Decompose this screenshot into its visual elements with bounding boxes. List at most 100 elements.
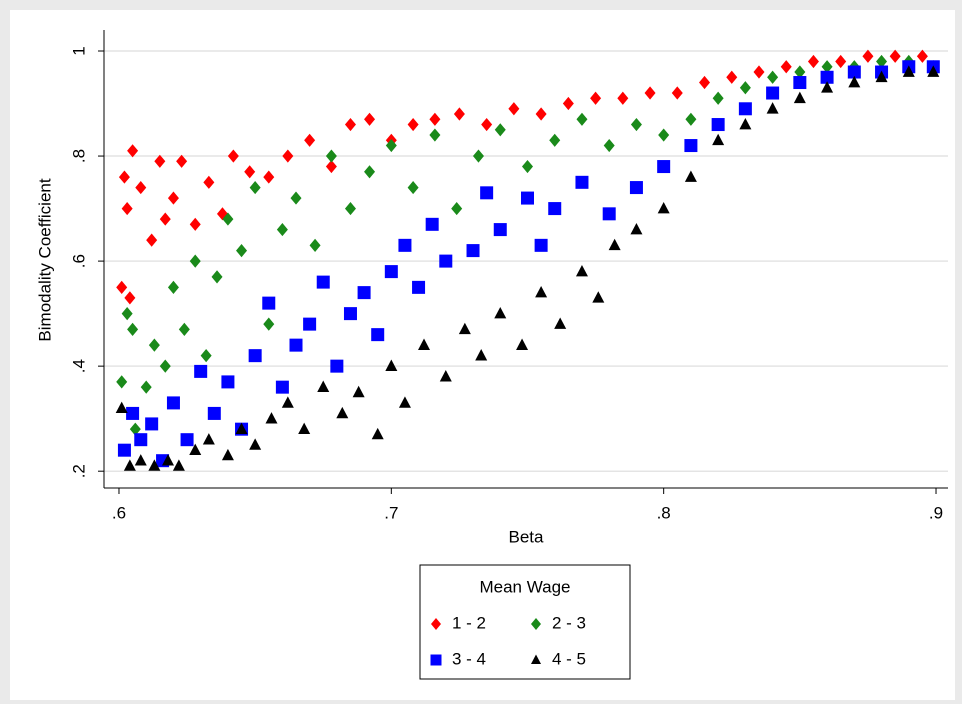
point [385, 138, 397, 153]
point [472, 149, 484, 163]
point [249, 438, 262, 450]
point [793, 76, 807, 90]
point [364, 165, 376, 179]
legend-label: 2 - 3 [552, 613, 586, 632]
point [902, 65, 915, 77]
point [115, 401, 128, 413]
point [127, 144, 139, 158]
point [290, 191, 302, 205]
legend-marker [531, 618, 541, 630]
point [203, 175, 215, 189]
point [126, 406, 140, 420]
point [617, 91, 629, 105]
point [116, 375, 128, 389]
point [608, 238, 621, 251]
y-axis-label: Bimodality Coefficient [35, 178, 54, 341]
y-tick-label: .8 [69, 149, 88, 163]
point [592, 291, 605, 303]
point [835, 54, 847, 69]
point [344, 201, 356, 216]
point [644, 86, 656, 100]
point [364, 112, 376, 126]
point [712, 133, 725, 146]
point [167, 191, 179, 205]
point [194, 364, 208, 378]
point [117, 443, 131, 457]
point [116, 280, 128, 294]
y-tick-label: .4 [69, 359, 88, 373]
point [385, 359, 398, 371]
point [480, 186, 494, 200]
point [549, 133, 561, 147]
point [298, 422, 311, 434]
point [889, 49, 901, 63]
point [453, 107, 465, 121]
point [189, 217, 201, 231]
point [180, 433, 194, 447]
point [159, 359, 171, 373]
legend-marker [430, 654, 442, 666]
point [148, 338, 160, 352]
point [330, 359, 344, 373]
point [263, 317, 275, 331]
point [534, 238, 548, 252]
point [657, 201, 670, 214]
point [282, 149, 294, 163]
x-tick-label: .7 [384, 503, 398, 522]
point [162, 454, 175, 466]
point [726, 70, 738, 84]
point [166, 396, 180, 410]
point [418, 338, 431, 350]
point [221, 375, 235, 389]
point [189, 443, 202, 455]
point [658, 128, 670, 142]
point [244, 165, 256, 179]
point [521, 159, 533, 174]
point [236, 243, 248, 258]
point [927, 65, 940, 77]
point [325, 149, 337, 163]
point [916, 49, 928, 63]
point [629, 181, 643, 195]
point [425, 217, 439, 231]
point [657, 160, 671, 174]
point [221, 448, 234, 461]
point [172, 459, 185, 471]
point [248, 349, 262, 363]
point [684, 139, 698, 153]
point [429, 128, 441, 142]
point [123, 459, 136, 471]
point [398, 396, 411, 408]
point [263, 170, 275, 184]
point [276, 222, 288, 237]
point [357, 286, 371, 300]
point [739, 81, 751, 95]
point [249, 180, 261, 195]
point [807, 54, 819, 69]
point [304, 133, 316, 147]
point [316, 275, 330, 289]
point [548, 202, 562, 216]
point [535, 286, 548, 298]
point [451, 201, 463, 216]
point [121, 307, 133, 321]
point [630, 117, 642, 132]
point [820, 70, 834, 84]
point [562, 96, 574, 111]
point [129, 422, 141, 436]
point [793, 91, 806, 104]
point [145, 417, 159, 431]
point [494, 307, 507, 319]
point [336, 406, 349, 419]
y-tick-label: .2 [69, 464, 88, 478]
point [140, 380, 152, 394]
point [118, 170, 130, 184]
point [602, 207, 616, 221]
point [222, 212, 234, 226]
point [146, 233, 158, 247]
legend-box [419, 564, 631, 680]
point [711, 118, 725, 132]
point [309, 238, 321, 252]
point [303, 317, 317, 331]
point [227, 149, 239, 163]
